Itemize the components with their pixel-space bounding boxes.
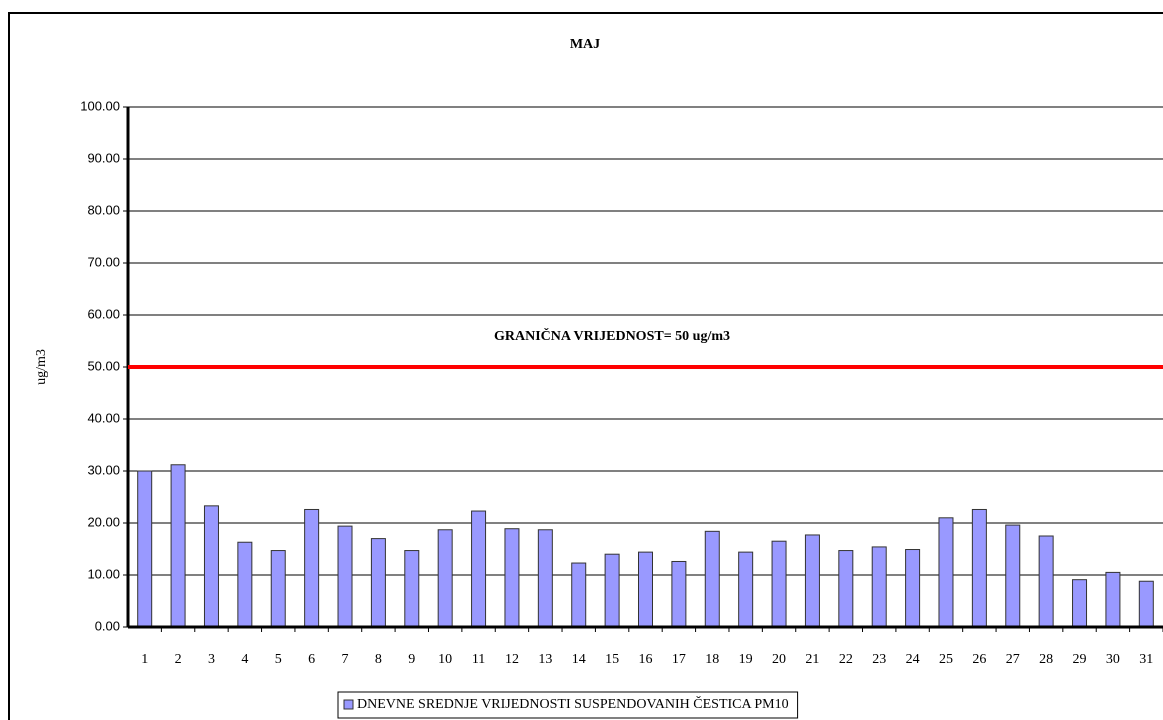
x-tick-label: 2: [175, 652, 182, 667]
chart-title: MAJ: [570, 37, 600, 52]
x-tick-label: 25: [939, 652, 953, 667]
x-tick-label: 18: [705, 652, 719, 667]
y-tick-label: 0.00: [95, 618, 120, 633]
bar: [838, 550, 854, 628]
x-tick-label: 9: [408, 652, 415, 667]
y-tick-label: 10.00: [87, 566, 120, 581]
x-tick-label: 23: [872, 652, 886, 667]
bar: [604, 553, 620, 628]
bar: [1072, 579, 1088, 628]
y-tick-label: 50.00: [87, 358, 120, 373]
x-tick-label: 30: [1106, 652, 1120, 667]
x-tick-label: 5: [275, 652, 282, 667]
bar: [1138, 580, 1154, 628]
legend-swatch: [343, 699, 354, 710]
x-tick-label: 21: [805, 652, 819, 667]
chart-frame: [8, 12, 1163, 720]
x-tick-label: 15: [605, 652, 619, 667]
legend-box: [337, 691, 799, 719]
x-tick-label: 14: [572, 652, 586, 667]
bar: [437, 529, 453, 628]
x-tick-label: 26: [972, 652, 986, 667]
bar: [771, 540, 787, 628]
bar: [804, 534, 820, 628]
legend-label: DNEVNE SREDNJE VRIJEDNOSTI SUSPENDOVANIH…: [357, 695, 789, 712]
bar: [337, 525, 353, 628]
x-tick-label: 8: [375, 652, 382, 667]
bar: [137, 470, 153, 628]
x-tick-label: 27: [1006, 652, 1020, 667]
bar: [1105, 571, 1121, 628]
bar: [638, 551, 653, 628]
bar: [370, 538, 386, 628]
x-tick-label: 31: [1139, 652, 1153, 667]
x-tick-label: 24: [906, 652, 920, 667]
bar: [170, 464, 186, 628]
bar: [404, 550, 420, 628]
bar: [738, 551, 754, 628]
bar: [1038, 535, 1054, 628]
y-axis-label: ug/m3: [34, 349, 49, 385]
x-tick-label: 3: [208, 652, 215, 667]
x-tick-label: 19: [739, 652, 753, 667]
y-tick-label: 70.00: [87, 254, 120, 269]
x-tick-label: 17: [672, 652, 686, 667]
x-tick-label: 10: [438, 652, 452, 667]
bar: [671, 560, 687, 628]
y-tick-label: 30.00: [87, 462, 120, 477]
bar: [537, 529, 553, 628]
bar: [571, 562, 587, 628]
bar: [270, 550, 286, 628]
bar: [203, 505, 219, 628]
y-tick-label: 20.00: [87, 514, 120, 529]
y-tick-label: 80.00: [87, 202, 120, 217]
x-tick-label: 29: [1073, 652, 1087, 667]
bar: [1005, 524, 1021, 628]
bar: [905, 549, 921, 628]
y-tick-label: 90.00: [87, 150, 120, 165]
y-tick-label: 60.00: [87, 306, 120, 321]
bar: [871, 546, 887, 628]
x-tick-label: 6: [308, 652, 315, 667]
y-tick-label: 100.00: [80, 98, 120, 113]
bar: [304, 508, 320, 628]
threshold-annotation: GRANIČNA VRIJEDNOST= 50 ug/m3: [494, 327, 730, 344]
x-tick-label: 13: [538, 652, 552, 667]
x-tick-label: 20: [772, 652, 786, 667]
x-tick-label: 11: [472, 652, 485, 667]
bar: [938, 517, 954, 628]
bar: [504, 528, 520, 628]
x-tick-label: 7: [342, 652, 349, 667]
bar: [704, 530, 720, 628]
bar: [471, 510, 487, 628]
y-tick-label: 40.00: [87, 410, 120, 425]
x-tick-label: 28: [1039, 652, 1053, 667]
x-tick-label: 12: [505, 652, 519, 667]
bar: [237, 541, 253, 628]
x-tick-label: 1: [141, 652, 148, 667]
x-tick-label: 16: [639, 652, 653, 667]
x-tick-label: 4: [241, 652, 248, 667]
x-tick-label: 22: [839, 652, 853, 667]
bar: [971, 508, 987, 628]
